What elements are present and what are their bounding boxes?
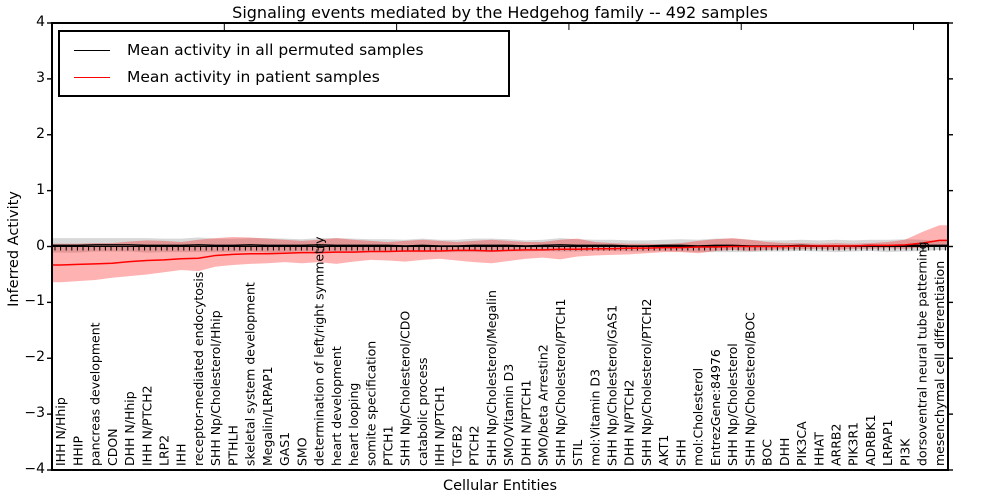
x-tick-label: PTCH2: [466, 425, 482, 466]
x-tick-label: DHH N/PTCH1: [518, 379, 534, 466]
x-tick-label: determination of left/right symmetry: [311, 236, 327, 467]
x-tick-label: ARRB2: [828, 423, 844, 466]
y-tick-label: 3: [36, 69, 45, 86]
x-tick-label: heart looping: [346, 382, 362, 466]
x-tick-label: SHH Np/Cholesterol/Hhip: [208, 310, 224, 466]
patient-line-swatch: [74, 76, 110, 78]
y-tick-label: −1: [24, 293, 45, 310]
x-tick-label: somite specification: [363, 340, 379, 466]
x-tick-label: dorsoventral neural tube patterning: [914, 241, 930, 467]
legend-label-permuted: Mean activity in all permuted samples: [127, 41, 424, 59]
x-tick-label: AKT1: [656, 434, 672, 466]
x-tick-label: PIK3CA: [794, 421, 810, 466]
x-tick-label: SMO/Vitamin D3: [501, 363, 517, 466]
patient-band: [52, 225, 948, 283]
x-tick-label: PTHLH: [225, 425, 241, 466]
x-tick-label: GAS1: [277, 431, 293, 466]
y-tick-label: −3: [24, 405, 45, 422]
x-tick-label: PTCH1: [380, 425, 396, 466]
x-tick-label: SHH Np/Cholesterol: [725, 343, 741, 466]
patient-mean-line: [52, 239, 948, 266]
x-tick-label: PI3K: [897, 438, 913, 466]
x-tick-label: IHH: [173, 443, 189, 467]
x-tick-label: STIL: [570, 439, 586, 466]
x-tick-label: PIK3R1: [845, 421, 861, 466]
x-tick-label: SHH: [673, 439, 689, 466]
x-tick-label: EntrezGene:84976: [707, 349, 723, 466]
x-tick-label: mesenchymal cell differentiation: [931, 260, 947, 466]
x-tick-label: BOC: [759, 439, 775, 466]
legend-row-patient: Mean activity in patient samples: [60, 68, 508, 86]
x-tick-label: receptor-mediated endocytosis: [190, 271, 206, 466]
x-tick-label: SMO: [294, 437, 310, 466]
x-tick-label: LRP2: [156, 434, 172, 466]
y-tick-label: 2: [36, 125, 45, 142]
legend: Mean activity in all permuted samples Me…: [58, 30, 510, 97]
x-tick-label: CDON: [104, 428, 120, 466]
x-tick-label: TGFB2: [449, 424, 465, 466]
y-tick-label: 0: [36, 237, 45, 254]
y-tick-label: 4: [36, 14, 45, 30]
x-tick-label: Megalin/LRPAP1: [259, 366, 275, 466]
chart-title: Signaling events mediated by the Hedgeho…: [232, 3, 768, 22]
x-tick-label: DHH N/Hhip: [122, 391, 138, 466]
x-tick-label: SHH Np/Cholesterol/PTCH2: [638, 298, 654, 467]
x-tick-label: SHH Np/Cholesterol/GAS1: [604, 304, 620, 466]
x-tick-label: SMO/beta Arrestin2: [535, 344, 551, 466]
x-tick-label: IHH N/Hhip: [53, 397, 69, 466]
x-tick-label: catabolic process: [414, 357, 430, 466]
permuted-line-swatch: [74, 49, 110, 51]
x-tick-label: IHH N/PTCH1: [432, 385, 448, 466]
x-tick-label: SHH Np/Cholesterol/BOC: [742, 312, 758, 466]
legend-label-patient: Mean activity in patient samples: [127, 68, 380, 86]
x-tick-label: SHH Np/Cholesterol/Megalin: [483, 290, 499, 466]
x-tick-label: DHH N/PTCH2: [621, 379, 637, 466]
x-tick-label: heart development: [328, 346, 344, 466]
x-tick-label: mol:Vitamin D3: [587, 369, 603, 466]
x-tick-label: HHAT: [811, 431, 827, 466]
x-tick-label: IHH N/PTCH2: [139, 385, 155, 466]
x-tick-label: DHH: [776, 437, 792, 466]
x-tick-label: SHH Np/Cholesterol/PTCH1: [552, 298, 568, 467]
x-tick-label: SHH Np/Cholesterol/CDO: [397, 310, 413, 466]
y-tick-label: −4: [24, 461, 45, 477]
x-tick-label: LRPAP1: [880, 419, 896, 466]
x-tick-label: skeletal system development: [242, 282, 258, 466]
y-tick-label: −2: [24, 349, 45, 366]
x-tick-label: HHIP: [70, 435, 86, 466]
legend-row-permuted: Mean activity in all permuted samples: [60, 41, 508, 59]
y-tick-label: 1: [36, 181, 45, 198]
x-tick-label: ADRBK1: [862, 414, 878, 466]
x-axis-title: Cellular Entities: [442, 478, 558, 494]
x-tick-label: mol:Cholesterol: [690, 367, 706, 466]
x-tick-label: pancreas development: [87, 322, 103, 466]
